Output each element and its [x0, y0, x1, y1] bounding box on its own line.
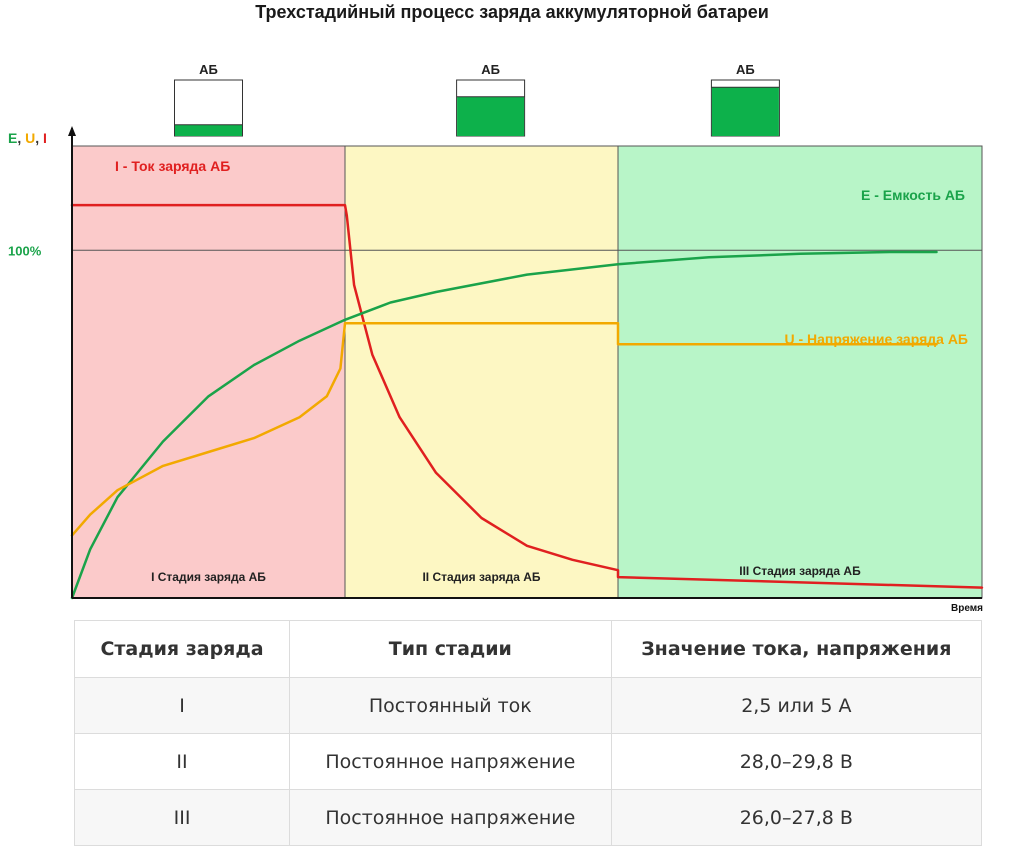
charge-stages-table: Стадия заряда Тип стадии Значение тока, …	[73, 620, 983, 846]
series-label-2: E - Емкость АБ	[861, 187, 965, 203]
y-axis-label: E, U, I	[8, 130, 47, 146]
cell-value: 28,0–29,8 В	[610, 733, 983, 790]
y-axis-label-part-3: U	[25, 130, 35, 146]
series-line-1	[70, 203, 984, 589]
cell-stage: I	[73, 677, 291, 734]
series-line-3	[70, 322, 938, 537]
page-title: Трехстадийный процесс заряда аккумулятор…	[255, 2, 769, 22]
charge-stages-table-wrap: Стадия заряда Тип стадии Значение тока, …	[73, 620, 983, 846]
y-axis-arrow	[68, 126, 76, 136]
y-tick-label-100: 100%	[8, 243, 42, 258]
battery-fill-1	[175, 124, 242, 136]
header-stage: Стадия заряда	[73, 620, 291, 678]
cell-type: Постоянный ток	[289, 677, 612, 734]
y-axis-label-part-2: ,	[17, 130, 25, 146]
cell-value: 26,0–27,8 В	[610, 789, 983, 846]
battery-label-2: АБ	[481, 62, 500, 77]
battery-label-1: АБ	[199, 62, 218, 77]
series-line-2	[70, 250, 938, 600]
battery-label-3: АБ	[736, 62, 755, 77]
stage-band-2	[344, 145, 619, 599]
cell-value: 2,5 или 5 А	[610, 677, 983, 734]
stage-label-1: I Стадия заряда АБ	[151, 570, 266, 584]
battery-icons: АБ АБ АБ	[174, 62, 780, 137]
header-type: Тип стадии	[289, 620, 612, 678]
table-row: I Постоянный ток 2,5 или 5 А	[73, 677, 983, 734]
stage-label-3: III Стадия заряда АБ	[739, 564, 861, 578]
data-series	[70, 203, 984, 600]
chart-labels: I Стадия заряда АБ II Стадия заряда АБ III…	[8, 130, 983, 614]
stage-backgrounds	[71, 145, 983, 599]
stage-label-2: II Стадия заряда АБ	[422, 570, 540, 584]
header-value: Значение тока, напряжения	[610, 620, 983, 678]
stage-band-3	[617, 145, 983, 599]
x-axis-label: Время	[951, 603, 983, 614]
battery-fill-2	[457, 96, 525, 136]
table-header-row: Стадия заряда Тип стадии Значение тока, …	[73, 620, 983, 678]
series-label-1: I - Ток заряда АБ	[115, 158, 230, 174]
y-axis-label-part-5: I	[43, 130, 47, 146]
charge-chart: АБ АБ АБ I Стадия заряда АБ II Стадия заряд…	[8, 62, 984, 614]
cell-type: Постоянное напряжение	[289, 789, 612, 846]
table-row: II Постоянное напряжение 28,0–29,8 В	[73, 733, 983, 790]
stage-band-1	[71, 145, 346, 599]
y-axis-label-part-1: E	[8, 130, 17, 146]
axes	[68, 126, 982, 599]
series-label-3: U - Напряжение заряда АБ	[784, 331, 968, 347]
table-row: III Постоянное напряжение 26,0–27,8 В	[73, 789, 983, 846]
cell-type: Постоянное напряжение	[289, 733, 612, 790]
battery-fill-3	[711, 87, 779, 136]
y-axis-label-part-4: ,	[35, 130, 43, 146]
cell-stage: II	[73, 733, 291, 790]
cell-stage: III	[73, 789, 291, 846]
